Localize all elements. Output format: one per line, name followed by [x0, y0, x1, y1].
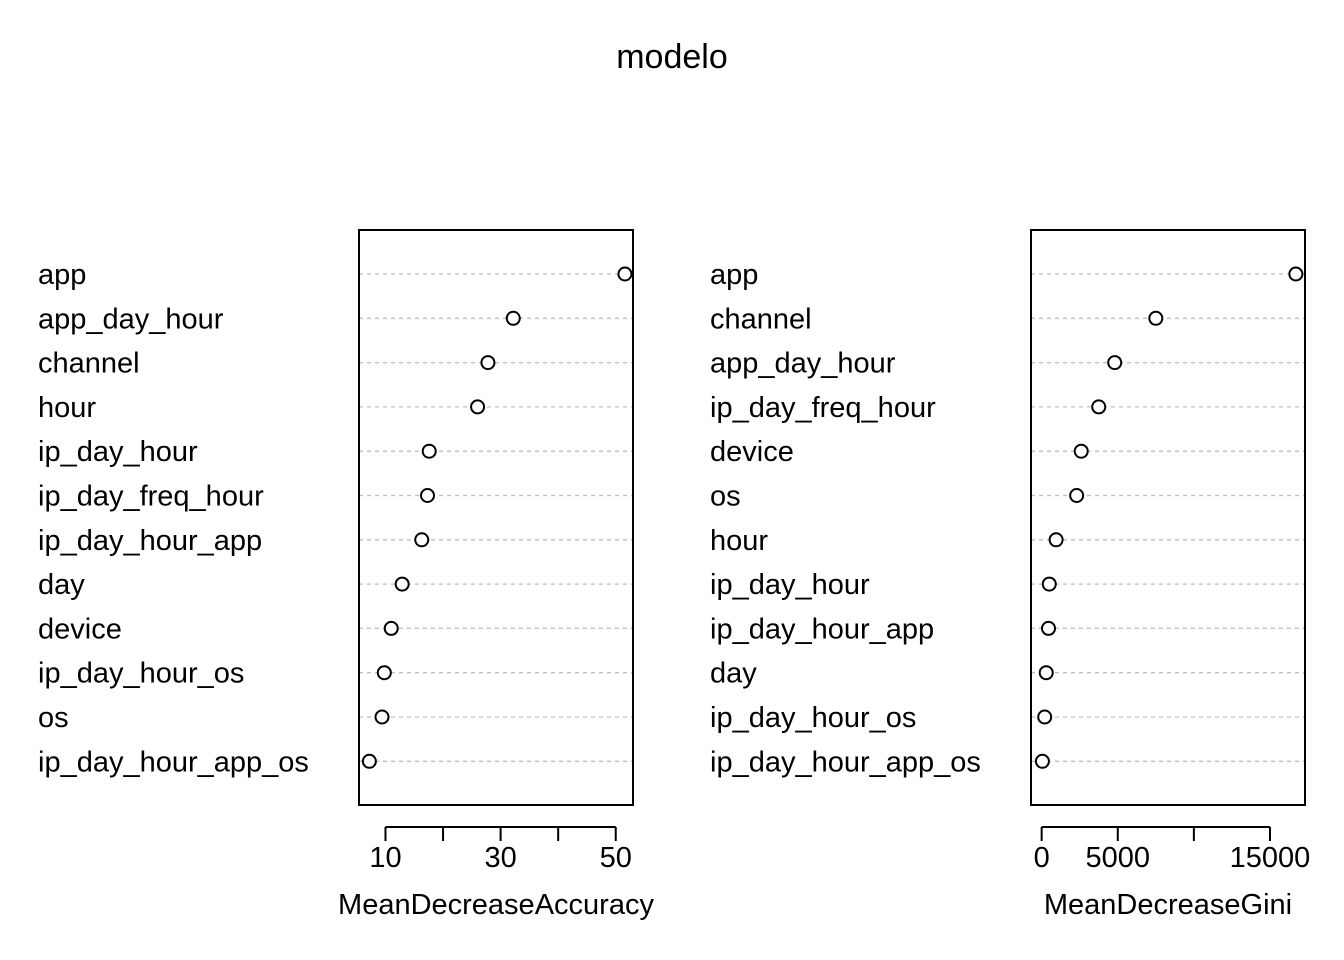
- category-label: app_day_hour: [710, 348, 896, 380]
- data-point: [1034, 753, 1050, 769]
- category-label: device: [710, 436, 794, 468]
- x-axis-label: MeanDecreaseGini: [1044, 889, 1292, 921]
- category-label: app: [710, 259, 758, 291]
- data-point: [374, 709, 390, 725]
- category-label: app_day_hour: [38, 303, 224, 335]
- data-point: [1041, 576, 1057, 592]
- category-label: os: [38, 702, 69, 734]
- category-label: day: [38, 569, 85, 601]
- category-label: ip_day_hour_app: [38, 525, 262, 557]
- data-point: [383, 620, 399, 636]
- category-label: ip_day_hour: [38, 436, 198, 468]
- data-point: [1288, 266, 1304, 282]
- data-point: [480, 355, 496, 371]
- data-point: [1037, 709, 1053, 725]
- category-label: device: [38, 613, 122, 645]
- x-tick-label: 30: [484, 842, 516, 874]
- category-label: ip_day_hour_app: [710, 613, 934, 645]
- category-label: ip_day_hour_app_os: [38, 746, 309, 778]
- data-point: [361, 753, 377, 769]
- category-label: day: [710, 658, 757, 690]
- data-point: [394, 576, 410, 592]
- data-point: [1148, 310, 1164, 326]
- x-axis-label: MeanDecreaseAccuracy: [338, 889, 654, 921]
- category-label: os: [710, 481, 741, 513]
- chart-title: modelo: [616, 38, 728, 76]
- x-tick-label: 5000: [1086, 842, 1151, 874]
- category-label: ip_day_hour_os: [710, 702, 916, 734]
- data-point: [1107, 355, 1123, 371]
- data-point: [470, 399, 486, 415]
- data-point: [617, 266, 633, 282]
- data-point: [421, 443, 437, 459]
- data-point: [414, 532, 430, 548]
- category-label: ip_day_hour_os: [38, 658, 244, 690]
- plot-frame: [358, 229, 634, 806]
- data-point: [1073, 443, 1089, 459]
- x-tick-label: 0: [1034, 842, 1050, 874]
- x-tick-label: 15000: [1230, 842, 1311, 874]
- category-label: channel: [710, 303, 812, 335]
- data-point: [1041, 620, 1057, 636]
- data-point: [505, 310, 521, 326]
- data-point: [1038, 665, 1054, 681]
- data-point: [376, 665, 392, 681]
- category-label: ip_day_freq_hour: [710, 392, 936, 424]
- data-point: [1091, 399, 1107, 415]
- data-point: [1069, 488, 1085, 503]
- data-point: [420, 488, 435, 503]
- category-label: ip_day_freq_hour: [38, 481, 264, 513]
- x-tick-label: 10: [369, 842, 401, 874]
- category-label: ip_day_hour_app_os: [710, 746, 981, 778]
- category-label: hour: [710, 525, 768, 557]
- category-label: app: [38, 259, 86, 291]
- category-label: channel: [38, 348, 140, 380]
- category-label: hour: [38, 392, 96, 424]
- x-tick-label: 50: [600, 842, 632, 874]
- category-label: ip_day_hour: [710, 569, 870, 601]
- panel-2: app channel app_day_hour ip_day_freq_hourde…: [710, 229, 1311, 921]
- plot-frame: [1030, 229, 1306, 806]
- data-point: [1048, 532, 1064, 548]
